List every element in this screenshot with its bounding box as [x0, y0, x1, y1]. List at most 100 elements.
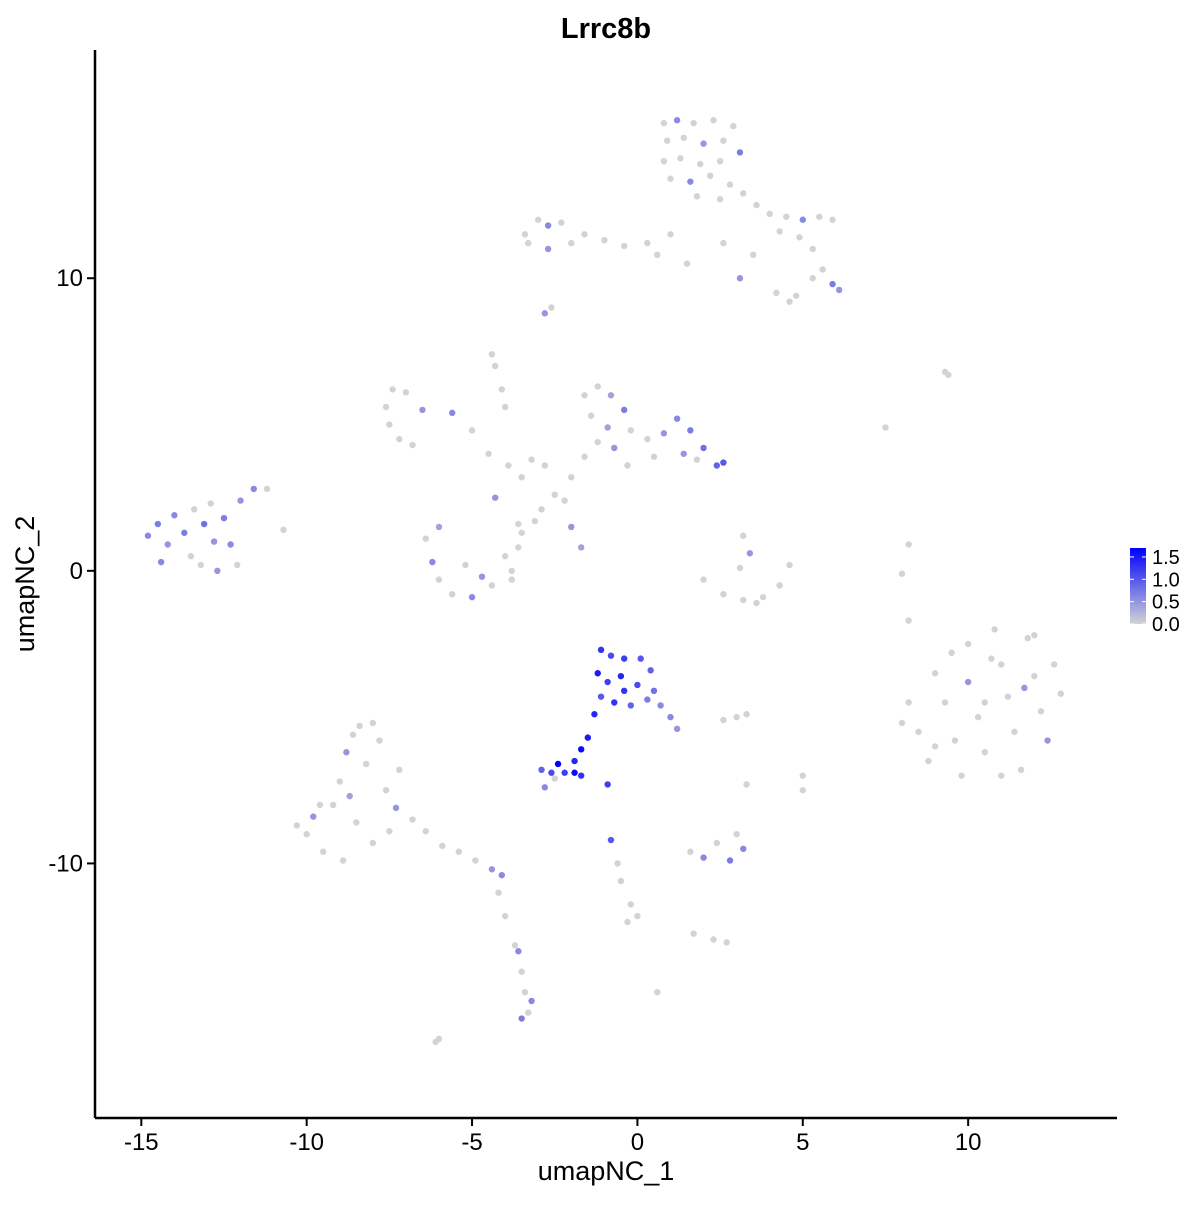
- data-point: [799, 787, 806, 794]
- data-point: [214, 567, 221, 575]
- data-point: [508, 567, 515, 575]
- data-point: [720, 459, 727, 466]
- data-point: [743, 711, 750, 718]
- data-point: [363, 760, 370, 768]
- data-point: [611, 444, 618, 452]
- data-point: [991, 626, 998, 633]
- data-point: [538, 766, 545, 774]
- data-point: [1017, 766, 1025, 774]
- data-point: [508, 576, 515, 583]
- data-point: [488, 866, 496, 873]
- data-point: [601, 236, 608, 244]
- data-point: [531, 517, 539, 525]
- data-point: [898, 719, 906, 727]
- data-point: [693, 193, 701, 200]
- data-point: [220, 514, 228, 522]
- data-point: [720, 591, 727, 598]
- data-point: [439, 842, 446, 850]
- data-point: [644, 435, 651, 443]
- x-tick-label: 10: [955, 1129, 982, 1156]
- data-point: [964, 640, 972, 648]
- data-point: [951, 737, 959, 744]
- data-point: [518, 1015, 525, 1022]
- x-ticks: -15 -10 -5 0 5 10: [124, 1118, 982, 1156]
- data-point: [736, 275, 744, 282]
- data-point: [561, 497, 568, 504]
- x-tick-label: -5: [461, 1129, 482, 1156]
- data-point: [541, 784, 549, 791]
- data-point: [654, 988, 661, 996]
- data-point: [958, 772, 965, 779]
- data-point: [187, 553, 195, 560]
- data-point: [171, 512, 178, 519]
- data-point: [1024, 634, 1031, 642]
- data-point: [783, 213, 790, 220]
- data-point: [829, 280, 836, 288]
- data-point: [541, 310, 549, 317]
- data-point: [263, 485, 271, 493]
- data-point: [624, 462, 631, 469]
- data-point: [534, 216, 542, 223]
- data-point: [594, 383, 601, 390]
- data-point: [551, 491, 558, 498]
- color-legend: 0.00.51.01.5: [1130, 547, 1180, 636]
- data-point: [740, 532, 747, 539]
- data-point: [988, 655, 995, 662]
- data-point: [726, 181, 734, 188]
- points-layer: [144, 117, 1064, 1046]
- data-point: [627, 901, 635, 908]
- data-point: [720, 137, 727, 144]
- data-point: [620, 406, 628, 414]
- data-point: [624, 918, 631, 926]
- data-point: [336, 778, 343, 785]
- data-point: [716, 196, 724, 203]
- data-point: [349, 731, 357, 738]
- data-point: [353, 819, 360, 826]
- data-point: [766, 210, 773, 218]
- chart-title: Lrrc8b: [561, 13, 651, 45]
- data-point: [604, 678, 611, 686]
- data-point: [749, 251, 757, 259]
- data-point: [356, 722, 363, 730]
- data-point: [1037, 708, 1045, 715]
- data-point: [736, 564, 744, 572]
- data-point: [1004, 693, 1012, 700]
- data-point: [799, 772, 806, 779]
- data-point: [501, 553, 509, 560]
- data-point: [181, 529, 188, 536]
- data-point: [369, 719, 377, 727]
- data-point: [501, 403, 509, 411]
- data-point: [492, 494, 499, 501]
- data-point: [1011, 728, 1018, 735]
- data-point: [310, 813, 317, 820]
- data-point: [948, 649, 955, 656]
- data-point: [627, 702, 635, 709]
- data-point: [981, 699, 988, 706]
- data-point: [650, 687, 658, 694]
- data-point: [528, 456, 535, 463]
- data-point: [720, 716, 727, 724]
- data-point: [518, 474, 525, 481]
- data-point: [776, 582, 783, 589]
- x-tick-label: 5: [796, 1129, 809, 1156]
- data-point: [660, 157, 668, 165]
- data-point: [468, 427, 476, 434]
- data-point: [409, 441, 416, 449]
- data-point: [647, 667, 654, 674]
- data-point: [700, 444, 707, 452]
- data-point: [743, 781, 750, 788]
- data-point: [376, 737, 383, 744]
- data-point: [667, 713, 674, 721]
- data-point: [515, 544, 522, 551]
- data-point: [568, 474, 575, 481]
- data-point: [525, 239, 532, 247]
- data-point: [607, 392, 615, 399]
- data-point: [280, 526, 287, 534]
- data-point: [577, 544, 585, 551]
- data-point: [644, 239, 651, 247]
- data-point: [660, 119, 668, 127]
- data-point: [700, 854, 707, 861]
- data-point: [713, 839, 720, 847]
- data-point: [468, 593, 476, 601]
- data-point: [191, 506, 198, 513]
